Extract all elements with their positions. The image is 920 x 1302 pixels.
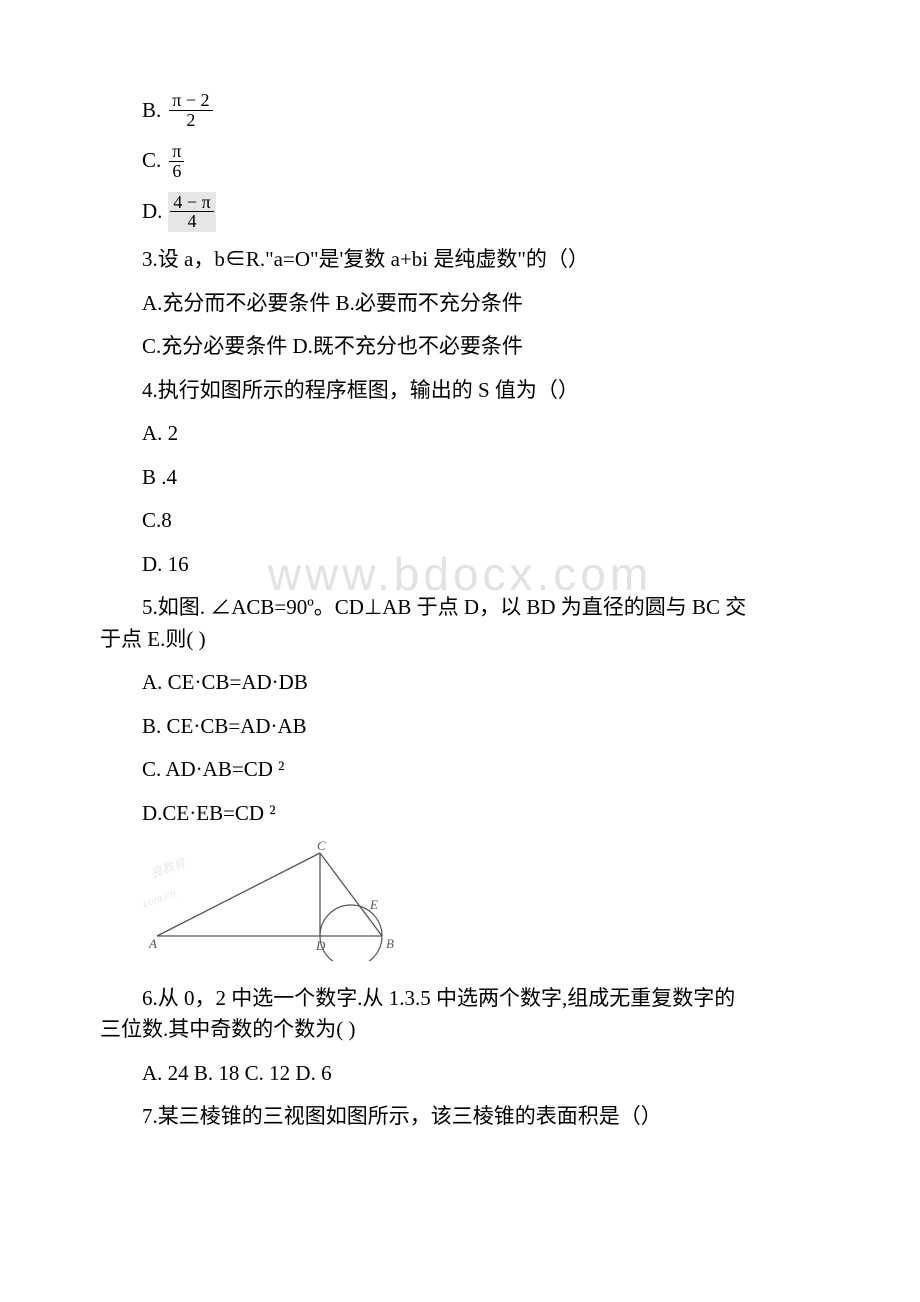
option-label: B. <box>142 95 161 127</box>
fraction-numerator: π <box>169 142 184 162</box>
q6-options: A. 24 B. 18 C. 12 D. 6 <box>100 1058 820 1090</box>
fraction-denominator: 2 <box>169 111 212 130</box>
q5-option-d: D.CE·EB=CD ² <box>100 798 820 830</box>
q5-stem-line2: 于点 E.则( ) <box>100 624 820 656</box>
q4-option-a: A. 2 <box>100 418 820 450</box>
svg-text:C: C <box>317 841 326 853</box>
q3-stem: 3.设 a，b∈R."a=O"是'复数 a+bi 是纯虚数"的（） <box>100 244 820 276</box>
q5-figure: 良教育 com.cn ABCDE <box>142 841 820 971</box>
q7-stem: 7.某三棱锥的三视图如图所示，该三棱锥的表面积是（） <box>100 1101 820 1133</box>
svg-text:B: B <box>386 936 394 951</box>
svg-text:A: A <box>148 936 157 951</box>
q3-options-row2: C.充分必要条件 D.既不充分也不必要条件 <box>100 331 820 363</box>
q5-stem-line1: 5.如图. ∠ACB=90º。CD⊥AB 于点 D，以 BD 为直径的圆与 BC… <box>100 592 820 624</box>
q4-option-b: B .4 <box>100 462 820 494</box>
content-area: B. π − 2 2 C. π 6 D. 4 − π 4 3.设 a，b∈R."… <box>100 90 820 1133</box>
q4-option-c: C.8 <box>100 505 820 537</box>
q2-option-b: B. π − 2 2 <box>142 90 820 131</box>
fraction-denominator: 4 <box>170 212 213 231</box>
q4-option-d: D. 16 <box>100 549 820 581</box>
option-label: D. <box>142 196 162 228</box>
fraction-numerator: π − 2 <box>169 91 212 111</box>
svg-text:D: D <box>315 938 326 953</box>
svg-text:E: E <box>369 897 378 912</box>
fraction-b: π − 2 2 <box>167 90 214 131</box>
q5-option-c: C. AD·AB=CD ² <box>100 754 820 786</box>
q4-stem: 4.执行如图所示的程序框图，输出的 S 值为（） <box>100 375 820 407</box>
q5-option-b: B. CE·CB=AD·AB <box>100 711 820 743</box>
fraction-denominator: 6 <box>169 162 184 181</box>
q2-option-c: C. π 6 <box>142 141 820 182</box>
fraction-numerator: 4 − π <box>170 193 213 213</box>
q6-stem-line2: 三位数.其中奇数的个数为( ) <box>100 1014 820 1046</box>
q5-geometry-svg: A B C D E <box>142 841 402 961</box>
q6-stem-line1: 6.从 0，2 中选一个数字.从 1.3.5 中选两个数字,组成无重复数字的 <box>100 983 820 1015</box>
fraction-c: π 6 <box>167 141 186 182</box>
q3-options-row1: A.充分而不必要条件 B.必要而不充分条件 <box>100 288 820 320</box>
q2-option-d: D. 4 − π 4 <box>142 192 820 233</box>
option-label: C. <box>142 145 161 177</box>
q5-option-a: A. CE·CB=AD·DB <box>100 667 820 699</box>
fraction-d: 4 − π 4 <box>168 192 215 233</box>
